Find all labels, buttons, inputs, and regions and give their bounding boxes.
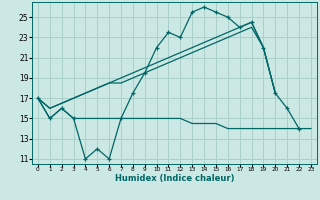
X-axis label: Humidex (Indice chaleur): Humidex (Indice chaleur) <box>115 174 234 183</box>
